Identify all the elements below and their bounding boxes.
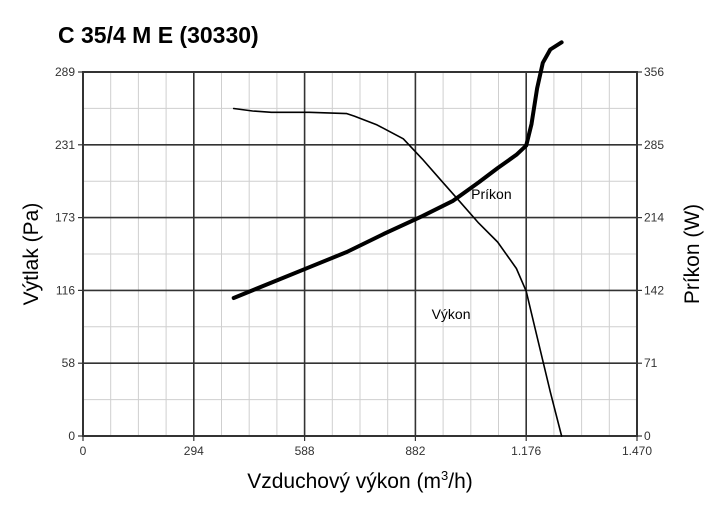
y-right-tick-label: 142 bbox=[644, 283, 664, 297]
series-label-prikon: Príkon bbox=[471, 186, 511, 202]
y-left-tick-label: 0 bbox=[68, 429, 75, 443]
series-line-vykon bbox=[232, 107, 563, 437]
x-axis-label: Vzduchový výkon (m3/h) bbox=[247, 468, 473, 493]
y-left-tick-label: 289 bbox=[55, 65, 75, 79]
x-tick-label: 294 bbox=[184, 444, 204, 458]
chart-title: C 35/4 M E (30330) bbox=[58, 22, 259, 48]
x-tick-label: 1.176 bbox=[511, 444, 541, 458]
y-left-tick-label: 116 bbox=[56, 283, 75, 297]
series-line-prikon bbox=[231, 40, 564, 300]
plot-frame bbox=[82, 71, 638, 437]
y-right-tick-label: 356 bbox=[644, 65, 664, 79]
y-axis-label-left: Výtlak (Pa) bbox=[20, 203, 43, 306]
y-right-tick-label: 285 bbox=[644, 138, 664, 152]
y-left-tick-label: 231 bbox=[55, 138, 75, 152]
y-left-tick-label: 173 bbox=[55, 211, 75, 225]
x-tick-label: 0 bbox=[80, 444, 87, 458]
x-tick-label: 882 bbox=[405, 444, 425, 458]
x-tick-label: 588 bbox=[295, 444, 315, 458]
y-right-tick-label: 214 bbox=[644, 211, 664, 225]
y-left-tick-label: 58 bbox=[62, 356, 76, 370]
y-right-tick-label: 0 bbox=[644, 429, 651, 443]
y-right-tick-label: 71 bbox=[644, 356, 658, 370]
series-label-vykon: Výkon bbox=[432, 306, 471, 322]
y-axis-label-right: Príkon (W) bbox=[681, 204, 704, 304]
x-tick-label: 1.470 bbox=[622, 444, 652, 458]
